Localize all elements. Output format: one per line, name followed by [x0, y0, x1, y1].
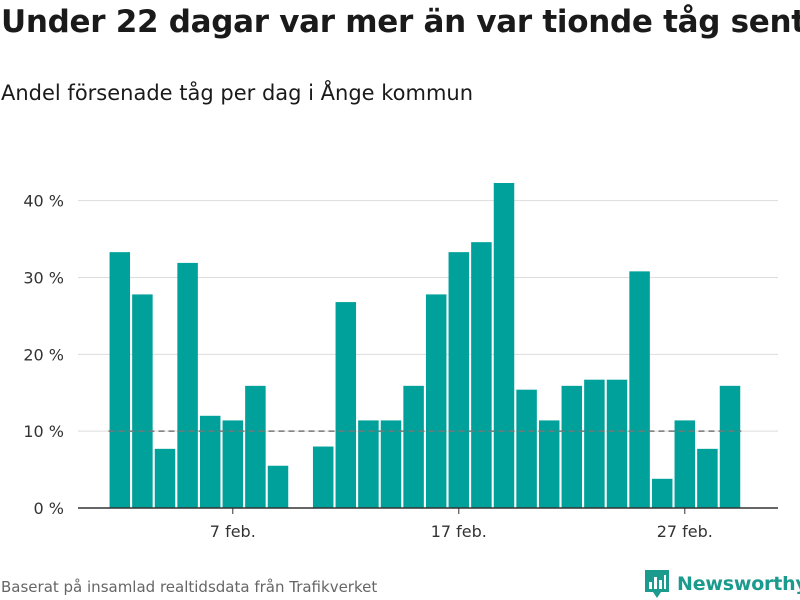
bar — [403, 385, 424, 508]
bar — [674, 420, 696, 508]
bar — [516, 389, 537, 508]
x-tick-label: 27 feb. — [657, 522, 713, 541]
bar — [109, 252, 131, 508]
y-tick-label: 10 % — [23, 422, 64, 441]
bar — [629, 271, 650, 508]
y-tick-label: 30 % — [23, 269, 64, 288]
bar — [538, 420, 560, 508]
chart-title: Under 22 dagar var mer än var tionde tåg… — [1, 4, 800, 40]
bar — [471, 242, 492, 508]
bar — [177, 262, 198, 508]
brand-logo[interactable]: Newsworthy — [644, 569, 800, 599]
bar — [651, 478, 673, 508]
y-tick-label: 0 % — [34, 499, 64, 518]
bar — [584, 379, 605, 508]
x-tick-label: 7 feb. — [210, 522, 256, 541]
bar — [697, 448, 718, 508]
bar — [380, 420, 402, 508]
bar — [719, 385, 741, 508]
chart-subtitle: Andel försenade tåg per dag i Ånge kommu… — [1, 81, 474, 105]
source-note: Baserat på insamlad realtidsdata från Tr… — [1, 578, 378, 596]
newsworthy-logo-icon — [645, 570, 669, 598]
bar — [561, 385, 583, 508]
bar — [222, 420, 244, 508]
bar — [267, 465, 289, 508]
bar — [493, 183, 515, 508]
bar — [199, 415, 221, 508]
bar — [606, 379, 628, 508]
bar — [154, 448, 176, 508]
y-tick-label: 20 % — [23, 345, 64, 364]
bar — [358, 420, 379, 508]
bar — [448, 252, 470, 508]
bar — [425, 294, 447, 508]
y-tick-label: 40 % — [23, 192, 64, 211]
x-tick-label: 17 feb. — [431, 522, 487, 541]
bar — [335, 302, 357, 508]
brand-name: Newsworthy — [677, 573, 800, 595]
bar — [132, 294, 153, 508]
bar — [312, 446, 334, 508]
bar — [245, 385, 266, 508]
